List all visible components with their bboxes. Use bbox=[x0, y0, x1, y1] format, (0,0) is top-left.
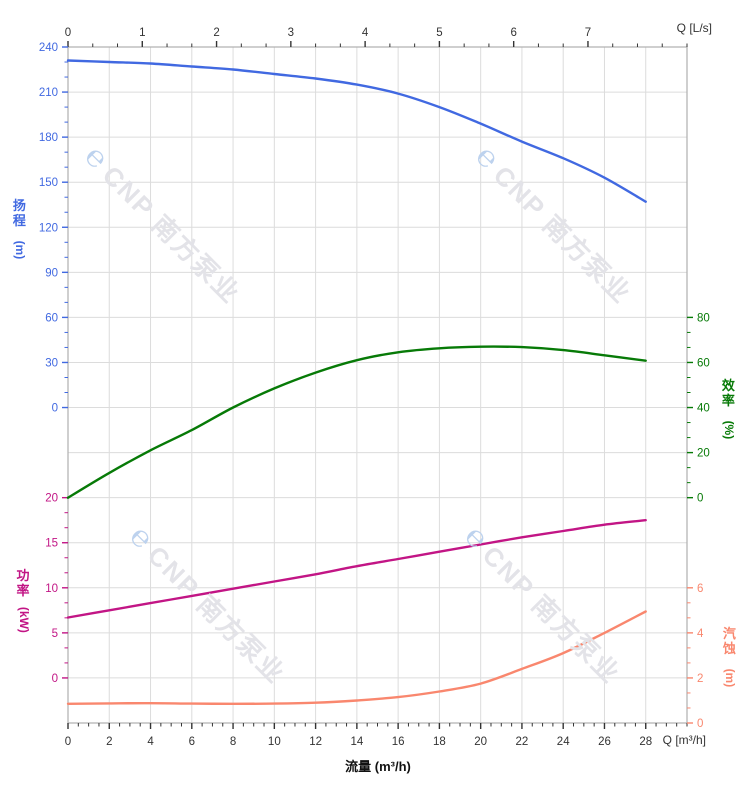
bottom-axis-tick-label: 26 bbox=[598, 736, 611, 748]
head-axis-unit: (m) bbox=[13, 240, 28, 260]
bottom-axis-tick-label: 4 bbox=[147, 736, 154, 748]
bottom-axis-tick-label: 20 bbox=[474, 736, 487, 748]
efficiency-axis-tick-label: 40 bbox=[697, 403, 710, 415]
npsh-axis-title-text: 汽蚀 bbox=[722, 626, 736, 656]
npsh-curve bbox=[66, 610, 647, 705]
head-axis-tick-label: 210 bbox=[39, 87, 58, 99]
head-axis-title-text: 扬程 bbox=[12, 198, 26, 228]
bottom-axis-tick-label: 8 bbox=[230, 736, 236, 748]
bottom-axis-title: 流量 (m³/h) bbox=[345, 759, 411, 774]
power-axis-tick-label: 10 bbox=[45, 583, 58, 595]
efficiency-axis-title: 效率 (%) bbox=[719, 378, 738, 440]
npsh-axis-title: 汽蚀 (m) bbox=[720, 626, 739, 688]
top-axis-tick-label: 1 bbox=[139, 27, 145, 39]
power-axis-tick-label: 20 bbox=[45, 493, 58, 505]
head-axis-tick-label: 30 bbox=[45, 357, 58, 369]
power-axis-tick-label: 5 bbox=[52, 628, 58, 640]
top-axis-tick-label: 6 bbox=[510, 27, 516, 39]
plot-border bbox=[67, 46, 688, 724]
head-curve bbox=[66, 59, 647, 203]
bottom-axis-tick-label: 6 bbox=[189, 736, 195, 748]
bottom-axis-tick-label: 22 bbox=[516, 736, 529, 748]
head-axis-tick-label: 60 bbox=[45, 312, 58, 324]
efficiency-axis-unit: (%) bbox=[722, 420, 737, 440]
npsh-axis-tick-label: 6 bbox=[697, 583, 703, 595]
power-axis-unit: (kW) bbox=[16, 606, 31, 633]
head-axis-tick-label: 180 bbox=[39, 132, 58, 144]
power-axis-title-text: 功率 bbox=[16, 568, 30, 598]
head-axis-tick-label: 120 bbox=[39, 222, 58, 234]
bottom-axis-tick-label: 16 bbox=[392, 736, 405, 748]
efficiency-axis-tick-label: 80 bbox=[697, 312, 710, 324]
bottom-axis-tick-label: 12 bbox=[309, 736, 322, 748]
head-axis-tick-label: 240 bbox=[39, 42, 58, 54]
top-axis-tick-label: 2 bbox=[213, 27, 219, 39]
efficiency-axis-title-text: 效率 bbox=[721, 378, 735, 408]
power-axis-tick-label: 0 bbox=[52, 673, 58, 685]
top-axis-unit-label: Q [L/s] bbox=[676, 21, 712, 35]
bottom-axis-tick-label: 10 bbox=[268, 736, 281, 748]
bottom-axis-tick-label: 14 bbox=[350, 736, 363, 748]
bottom-axis-tick-label: 18 bbox=[433, 736, 446, 748]
npsh-axis-unit: (m) bbox=[723, 668, 738, 688]
top-axis-tick-label: 4 bbox=[362, 27, 369, 39]
bottom-axis-tick-label: 28 bbox=[639, 736, 652, 748]
power-axis-tick-label: 15 bbox=[45, 538, 58, 550]
head-axis-tick-label: 0 bbox=[52, 403, 58, 415]
efficiency-curve bbox=[66, 345, 647, 499]
efficiency-axis-tick-label: 60 bbox=[697, 357, 710, 369]
head-axis-tick-label: 90 bbox=[45, 267, 58, 279]
top-axis-tick-label: 7 bbox=[585, 27, 591, 39]
npsh-axis-tick-label: 2 bbox=[697, 673, 703, 685]
head-axis-tick-label: 150 bbox=[39, 177, 58, 189]
bottom-axis-unit-label: Q [m³/h] bbox=[662, 733, 706, 747]
top-axis-tick-label: 0 bbox=[65, 27, 71, 39]
efficiency-axis-tick-label: 20 bbox=[697, 448, 710, 460]
bottom-axis-tick-label: 24 bbox=[557, 736, 570, 748]
npsh-axis-tick-label: 4 bbox=[697, 628, 704, 640]
efficiency-axis-tick-label: 0 bbox=[697, 493, 703, 505]
top-axis-tick-label: 3 bbox=[288, 27, 294, 39]
bottom-axis-tick-label: 0 bbox=[65, 736, 71, 748]
top-axis-tick-label: 5 bbox=[436, 27, 442, 39]
power-axis-title: 功率 (kW) bbox=[10, 568, 36, 633]
power-curve bbox=[66, 519, 647, 619]
bottom-axis-tick-label: 2 bbox=[106, 736, 112, 748]
npsh-axis-tick-label: 0 bbox=[697, 718, 703, 730]
head-axis-title: 扬程 (m) bbox=[10, 198, 29, 260]
